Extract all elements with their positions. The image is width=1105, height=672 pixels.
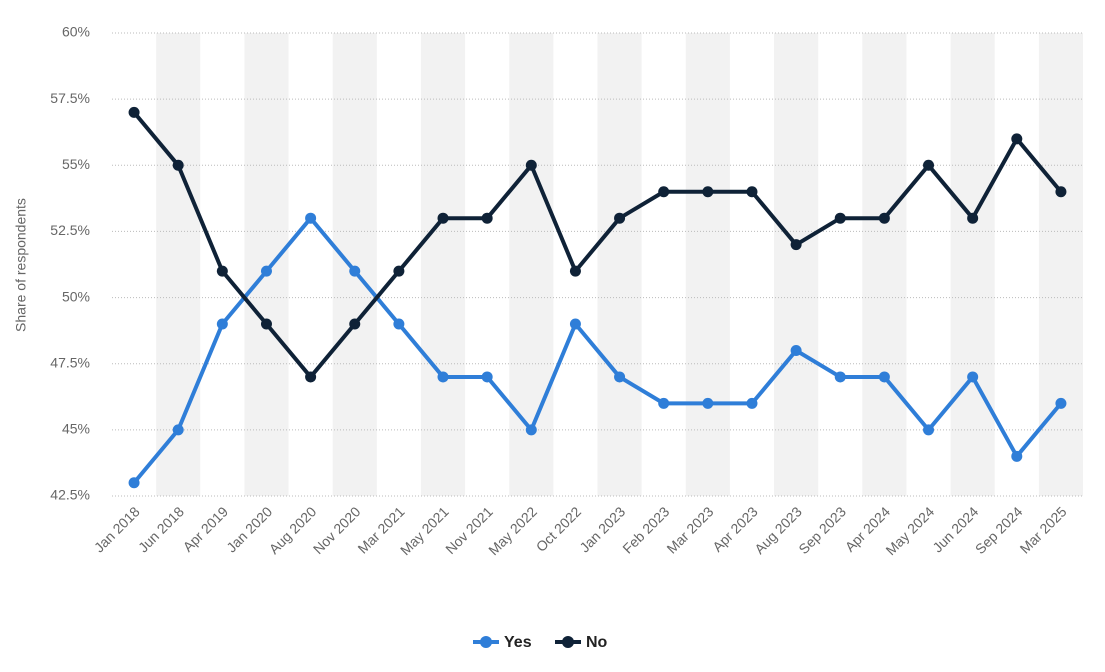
point	[260, 265, 272, 277]
x-tick-label: Mar 2025	[1017, 503, 1070, 556]
y-tick-label: 52.5%	[50, 222, 90, 238]
y-tick-label: 45%	[62, 421, 90, 437]
point	[658, 186, 670, 198]
band	[950, 33, 995, 496]
point	[305, 212, 317, 224]
legend-label: Yes	[504, 634, 532, 651]
point	[746, 186, 758, 198]
point	[216, 265, 228, 277]
point	[658, 397, 670, 409]
x-tick-label: Nov 2020	[310, 503, 364, 557]
series-line	[132, 216, 1063, 485]
band	[774, 33, 819, 496]
point	[967, 371, 979, 383]
point	[525, 159, 537, 171]
point	[481, 371, 493, 383]
point	[1055, 397, 1067, 409]
point	[481, 212, 493, 224]
series-line	[132, 111, 1063, 379]
band	[420, 33, 466, 496]
band	[597, 33, 642, 496]
x-tick-label: Aug 2023	[751, 503, 805, 557]
point	[569, 318, 581, 330]
y-tick-label: 55%	[62, 156, 90, 172]
band	[1038, 33, 1083, 496]
point	[1011, 133, 1023, 145]
point	[437, 212, 449, 224]
y-tick-label: 47.5%	[50, 354, 90, 370]
point	[260, 318, 272, 330]
point	[437, 371, 449, 383]
point	[878, 212, 890, 224]
x-tick-label: Mar 2023	[663, 503, 716, 556]
point	[614, 212, 626, 224]
y-tick-label: 42.5%	[50, 487, 90, 503]
x-tick-label: Aug 2020	[266, 503, 320, 557]
x-tick-label: May 2021	[397, 503, 452, 558]
point	[349, 318, 361, 330]
point	[923, 424, 935, 436]
point	[128, 106, 140, 118]
point	[393, 265, 405, 277]
point	[746, 397, 758, 409]
x-tick-label: Sep 2023	[795, 503, 849, 557]
point	[172, 424, 184, 436]
point	[923, 159, 935, 171]
x-tick-label: Jan 2018	[91, 503, 143, 555]
legend-marker	[480, 636, 492, 648]
band	[862, 33, 907, 496]
legend: Yes No	[473, 634, 608, 651]
point	[525, 424, 537, 436]
point	[834, 212, 846, 224]
band	[332, 33, 377, 496]
y-tick-label: 60%	[62, 24, 90, 40]
x-tick-label: May 2022	[485, 503, 540, 558]
point	[878, 371, 890, 383]
point	[834, 371, 846, 383]
point	[967, 212, 979, 224]
x-tick-label: Sep 2024	[972, 503, 1026, 557]
band	[685, 33, 730, 496]
point	[305, 371, 317, 383]
legend-marker	[562, 636, 574, 648]
y-tick-label: 50%	[62, 288, 90, 304]
point	[216, 318, 228, 330]
point	[1055, 186, 1067, 198]
x-tick-label: May 2024	[882, 503, 937, 558]
point	[349, 265, 361, 277]
point	[790, 344, 802, 356]
point	[790, 239, 802, 251]
y-tick-label: 57.5%	[50, 90, 90, 106]
y-axis-label: Share of respondents	[13, 198, 29, 332]
point	[702, 397, 714, 409]
x-tick-label: Jun 2018	[135, 503, 187, 555]
point	[569, 265, 581, 277]
point	[1011, 450, 1023, 462]
point	[614, 371, 626, 383]
point	[128, 477, 140, 489]
band	[244, 33, 289, 496]
x-tick-label: Feb 2023	[619, 503, 672, 556]
point	[172, 159, 184, 171]
x-tick-label: Apr 2019	[180, 503, 232, 555]
x-tick-label: Oct 2022	[533, 503, 585, 555]
legend-label: No	[586, 634, 608, 651]
band	[156, 33, 201, 496]
band	[509, 33, 554, 496]
point	[393, 318, 405, 330]
point	[702, 186, 714, 198]
